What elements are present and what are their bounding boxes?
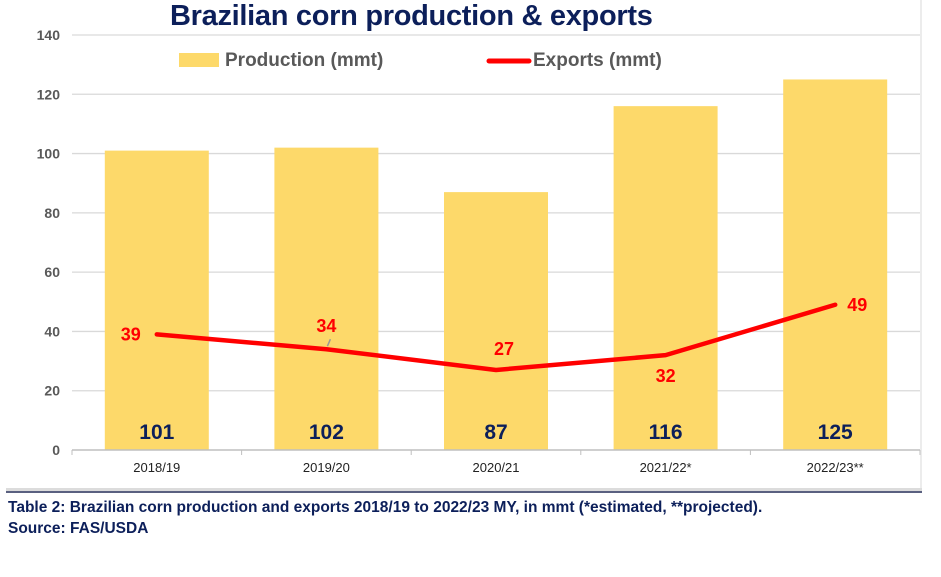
chart-title: Brazilian corn production & exports: [170, 0, 653, 32]
bar-data-label: 101: [139, 421, 174, 444]
bar-data-label: 87: [484, 421, 507, 444]
x-tick-label: 2019/20: [303, 460, 350, 475]
line-data-label: 39: [121, 324, 141, 344]
line-exports: [154, 302, 838, 373]
chart-frame-right: [920, 0, 922, 490]
x-tick-label: 2022/23**: [807, 460, 864, 475]
bar-data-label: 116: [649, 421, 683, 444]
bar-production: [783, 79, 888, 450]
y-tick-label: 100: [37, 146, 61, 162]
bar-production: [613, 106, 718, 451]
x-tick-label: 2020/21: [473, 460, 520, 475]
data-label-leader-line: [326, 338, 332, 347]
y-tick-label: 40: [44, 323, 60, 339]
bar-production: [104, 150, 209, 450]
legend-label-exports: Exports (mmt): [533, 50, 662, 71]
chart-frame-bottom: [6, 488, 922, 493]
legend-swatch-production: [179, 53, 219, 67]
legend-label-production: Production (mmt): [225, 50, 383, 71]
line-data-label: 34: [316, 316, 336, 336]
bar-production: [444, 192, 548, 450]
line-data-label: 49: [847, 295, 867, 315]
chart-plot: 0 20 40 60 80 100 120 140 101 102 87 116 125 2018/19 2…: [37, 27, 921, 475]
bar-production: [274, 147, 379, 450]
bar-data-label: 125: [818, 421, 853, 444]
y-tick-label: 140: [37, 27, 61, 43]
x-tick-label: 2021/22*: [640, 460, 692, 475]
caption-line-1: Table 2: Brazilian corn production and e…: [8, 499, 763, 516]
y-tick-label: 80: [44, 205, 60, 221]
x-tick-label: 2018/19: [133, 460, 180, 475]
y-tick-label: 120: [37, 86, 61, 102]
line-data-label: 27: [494, 339, 514, 359]
bar-data-label: 102: [309, 421, 344, 444]
chart-caption: Table 2: Brazilian corn production and e…: [8, 497, 762, 539]
caption-source: Source: FAS/USDA: [8, 520, 149, 537]
y-tick-label: 60: [44, 264, 60, 280]
y-tick-label: 0: [52, 442, 60, 458]
y-tick-label: 20: [44, 383, 60, 399]
line-data-label: 32: [656, 366, 676, 386]
